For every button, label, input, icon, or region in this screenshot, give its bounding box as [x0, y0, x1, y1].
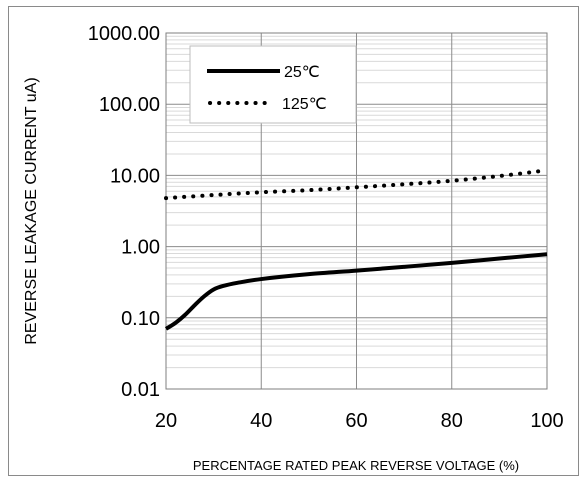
y-tick-label: 1.00 — [121, 237, 160, 259]
plot-area — [165, 32, 548, 390]
y-tick-label: 0.01 — [121, 379, 160, 401]
legend-label-125c: 125℃ — [282, 96, 327, 113]
x-axis-title: PERCENTAGE RATED PEAK REVERSE VOLTAGE (%… — [193, 458, 519, 473]
y-tick-label: 10.00 — [110, 165, 160, 187]
tick-labels: 0.01 0.10 1.00 10.00 100.00 1000.00 20 40 60 80 10… — [88, 23, 564, 432]
x-tick-label: 80 — [441, 410, 463, 432]
x-tick-label: 100 — [530, 410, 563, 432]
legend-label-25c: 25℃ — [284, 64, 320, 81]
legend: 25℃ 125℃ — [189, 45, 357, 124]
x-tick-label: 20 — [155, 410, 177, 432]
y-axis-title: REVERSE LEAKAGE CURRENT uA) — [23, 77, 40, 344]
y-tick-label: 1000.00 — [88, 23, 160, 45]
series-line-0 — [164, 252, 548, 331]
y-tick-label: 100.00 — [99, 94, 160, 116]
series-layer — [164, 168, 549, 331]
x-tick-label: 60 — [345, 410, 367, 432]
x-tick-label: 40 — [250, 410, 272, 432]
y-tick-label: 0.10 — [121, 308, 160, 330]
series-line-1 — [164, 168, 549, 201]
legend-box — [189, 45, 357, 124]
